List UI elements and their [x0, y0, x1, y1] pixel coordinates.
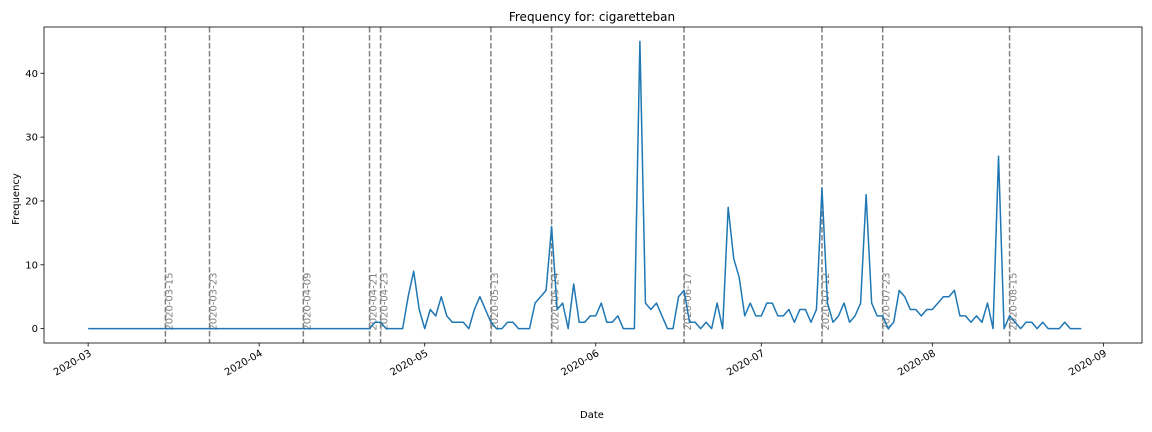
x-tick-label: 2020-06: [560, 348, 602, 378]
x-tick-label: 2020-08: [896, 348, 938, 378]
event-line-label: 2020-07-23: [882, 273, 893, 331]
y-tick-label: 20: [25, 196, 38, 207]
event-line-label: 2020-04-21: [369, 273, 380, 331]
y-tick-label: 40: [25, 69, 38, 80]
chart-title: Frequency for: cigaretteban: [509, 10, 675, 24]
y-axis-label: Frequency: [11, 173, 22, 225]
x-tick-label: 2020-07: [725, 348, 767, 378]
plot-frame: [43, 26, 1143, 344]
y-tick-label: 10: [25, 260, 38, 271]
x-tick-label: 2020-09: [1067, 348, 1109, 378]
event-line-label: 2020-06-17: [683, 273, 694, 331]
event-line-label: 2020-07-12: [821, 273, 832, 331]
x-tick-label: 2020-05: [389, 348, 431, 378]
y-tick-label: 0: [32, 324, 38, 335]
event-line-label: 2020-03-23: [209, 273, 220, 331]
event-line-label: 2020-04-09: [302, 273, 313, 331]
series-line: [88, 40, 1082, 330]
x-axis-label: Date: [580, 410, 604, 421]
plot-area: 2020-03-15 2020-03-23 2020-04-09 2020-04-21…: [88, 27, 1082, 343]
event-line-label: 2020-05-13: [490, 273, 501, 331]
y-tick-label: 30: [25, 133, 38, 144]
event-line-label: 2020-04-23: [380, 273, 391, 331]
x-tick-label: 2020-03: [52, 348, 94, 378]
event-line-label: 2020-08-15: [1009, 273, 1020, 331]
event-line-label: 2020-03-15: [164, 273, 175, 331]
x-tick-label: 2020-04: [223, 348, 265, 378]
